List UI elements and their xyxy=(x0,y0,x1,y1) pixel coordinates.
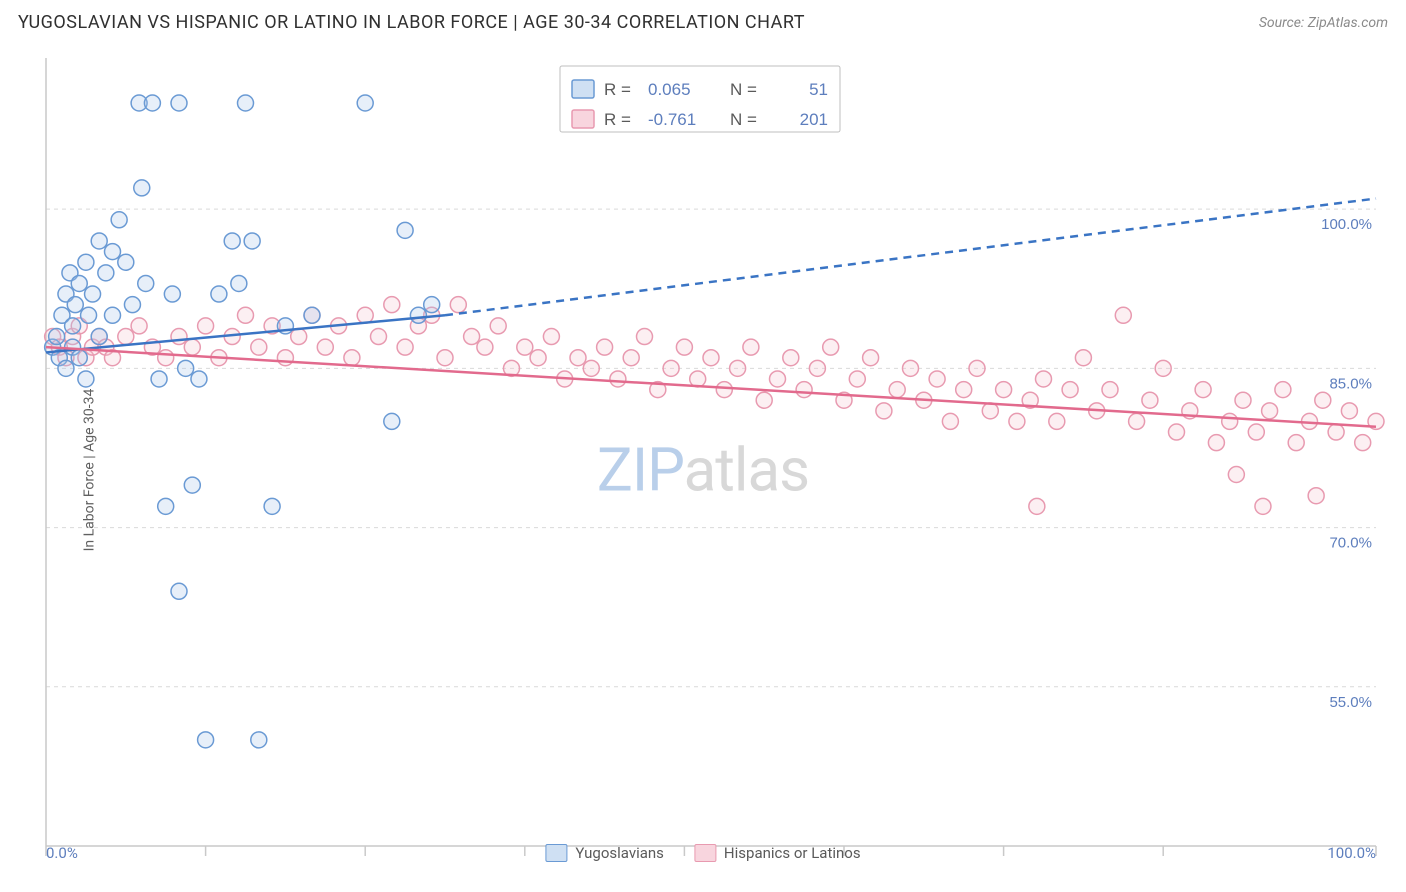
legend-label-hispanics: Hispanics or Latinos xyxy=(724,844,861,862)
svg-text:0.065: 0.065 xyxy=(648,80,691,99)
legend-swatch-hispanics xyxy=(694,844,716,862)
scatter-plot: 55.0% 70.0% 85.0% 100.0% R = 0.065 N = 51 R = -0.… xyxy=(0,48,1406,892)
svg-text:51: 51 xyxy=(809,80,828,99)
chart-source: Source: ZipAtlas.com xyxy=(1259,15,1388,31)
x-axis-min-label: 0.0% xyxy=(46,844,78,862)
svg-text:-0.761: -0.761 xyxy=(648,110,696,129)
legend-item-hispanics: Hispanics or Latinos xyxy=(694,844,861,862)
legend-label-yugoslavians: Yugoslavians xyxy=(575,844,664,862)
svg-text:70.0%: 70.0% xyxy=(1329,535,1372,552)
legend-swatch-yugoslavians xyxy=(545,844,567,862)
chart-area: In Labor Force | Age 30-34 55.0% 70.0% 85.… xyxy=(0,48,1406,892)
legend-bottom: Yugoslavians Hispanics or Latinos xyxy=(545,844,860,862)
x-axis-max-label: 100.0% xyxy=(1327,844,1376,862)
svg-text:N =: N = xyxy=(730,110,757,129)
legend-item-yugoslavians: Yugoslavians xyxy=(545,844,664,862)
svg-text:N =: N = xyxy=(730,80,757,99)
chart-header: YUGOSLAVIAN VS HISPANIC OR LATINO IN LAB… xyxy=(0,0,1406,41)
y-axis-label: In Labor Force | Age 30-34 xyxy=(81,389,97,552)
svg-text:R =: R = xyxy=(604,80,631,99)
svg-text:85.0%: 85.0% xyxy=(1329,375,1372,392)
svg-text:100.0%: 100.0% xyxy=(1321,216,1372,233)
chart-title: YUGOSLAVIAN VS HISPANIC OR LATINO IN LAB… xyxy=(18,12,805,33)
svg-text:R =: R = xyxy=(604,110,631,129)
svg-text:55.0%: 55.0% xyxy=(1329,694,1372,711)
svg-text:201: 201 xyxy=(800,110,828,129)
